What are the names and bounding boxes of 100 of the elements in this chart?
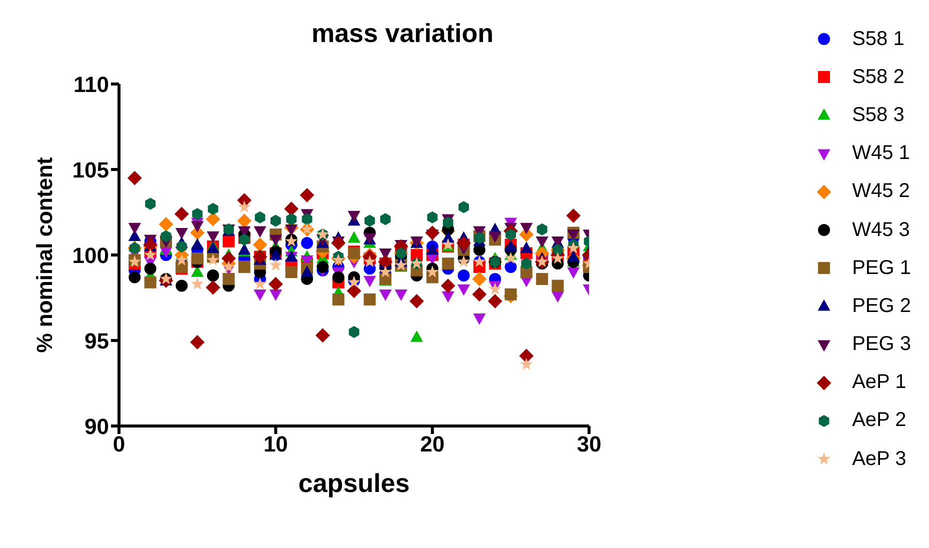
point bbox=[427, 211, 438, 224]
point bbox=[567, 267, 580, 279]
point bbox=[332, 293, 344, 306]
legend-label: PEG 3 bbox=[852, 333, 911, 356]
point bbox=[284, 202, 299, 216]
point bbox=[127, 170, 142, 186]
point bbox=[379, 266, 392, 278]
point bbox=[285, 224, 298, 236]
point bbox=[472, 272, 487, 286]
point bbox=[457, 284, 470, 296]
point bbox=[457, 255, 470, 268]
point bbox=[175, 254, 188, 266]
point bbox=[269, 290, 282, 301]
point bbox=[191, 238, 204, 250]
point bbox=[128, 222, 141, 234]
point bbox=[222, 235, 235, 248]
point bbox=[458, 201, 469, 214]
legend-label: PEG 2 bbox=[852, 294, 911, 318]
legend-label: S58 3 bbox=[852, 104, 904, 127]
point bbox=[174, 206, 189, 222]
x-tick-label: 0 bbox=[112, 432, 126, 457]
point bbox=[270, 214, 281, 227]
point bbox=[269, 258, 282, 271]
point bbox=[175, 228, 188, 240]
legend-label: AeP 2 bbox=[852, 409, 906, 432]
x-tick-label: 10 bbox=[263, 432, 288, 457]
point bbox=[190, 335, 205, 350]
point bbox=[410, 330, 424, 342]
point bbox=[520, 358, 533, 370]
point bbox=[488, 282, 502, 295]
y-tick-label: 90 bbox=[84, 414, 109, 439]
point bbox=[425, 226, 440, 240]
point bbox=[316, 328, 330, 343]
point bbox=[286, 213, 297, 226]
point bbox=[206, 280, 220, 295]
point bbox=[191, 221, 204, 233]
point bbox=[379, 290, 392, 301]
point bbox=[254, 211, 266, 224]
point bbox=[520, 222, 533, 234]
point bbox=[506, 228, 516, 240]
point bbox=[521, 258, 532, 270]
point bbox=[426, 243, 439, 255]
point bbox=[206, 212, 220, 226]
point bbox=[363, 276, 376, 288]
point bbox=[254, 226, 266, 238]
point bbox=[128, 271, 141, 284]
point bbox=[348, 210, 360, 222]
point bbox=[346, 284, 362, 298]
y-tick-label: 100 bbox=[72, 242, 109, 268]
point bbox=[488, 294, 502, 308]
point bbox=[145, 198, 156, 210]
chart-title: mass variation bbox=[310, 18, 495, 49]
point bbox=[206, 231, 220, 243]
point bbox=[551, 252, 564, 264]
point bbox=[237, 214, 252, 228]
y-tick-label: 105 bbox=[72, 157, 109, 182]
point bbox=[458, 270, 470, 282]
point bbox=[504, 260, 517, 273]
legend-label: AeP 3 bbox=[852, 448, 906, 471]
point bbox=[488, 231, 502, 243]
point bbox=[192, 208, 203, 220]
point bbox=[144, 262, 156, 275]
y-axis-title: % nominal content bbox=[32, 156, 57, 353]
point bbox=[567, 242, 580, 254]
point bbox=[300, 266, 314, 277]
x-axis-title: capsules bbox=[298, 468, 410, 498]
point bbox=[191, 277, 204, 290]
legend-label: W45 3 bbox=[852, 218, 910, 242]
point bbox=[160, 230, 172, 242]
point bbox=[191, 252, 204, 264]
point bbox=[456, 236, 471, 250]
point bbox=[252, 238, 268, 252]
point bbox=[364, 214, 375, 227]
point bbox=[176, 280, 188, 292]
point bbox=[504, 288, 517, 300]
x-tick-label: 30 bbox=[576, 432, 602, 457]
x-tick-label: 20 bbox=[420, 432, 445, 457]
point bbox=[300, 188, 314, 202]
point bbox=[348, 231, 360, 243]
point bbox=[442, 258, 454, 270]
point bbox=[301, 237, 314, 250]
point bbox=[473, 313, 486, 325]
point bbox=[238, 200, 251, 212]
point bbox=[520, 242, 533, 253]
point bbox=[380, 213, 391, 226]
point bbox=[269, 234, 282, 246]
point bbox=[363, 255, 376, 268]
point bbox=[566, 208, 581, 223]
point bbox=[254, 290, 266, 301]
legend-label: W45 2 bbox=[852, 180, 910, 204]
point bbox=[221, 251, 236, 266]
point bbox=[222, 272, 235, 285]
point bbox=[268, 276, 283, 292]
legend-label: AeP 1 bbox=[852, 371, 906, 394]
legend-label: PEG 1 bbox=[852, 256, 911, 280]
point bbox=[394, 290, 408, 301]
point bbox=[536, 236, 548, 248]
point bbox=[302, 213, 312, 226]
point bbox=[519, 348, 534, 364]
point bbox=[316, 260, 329, 273]
